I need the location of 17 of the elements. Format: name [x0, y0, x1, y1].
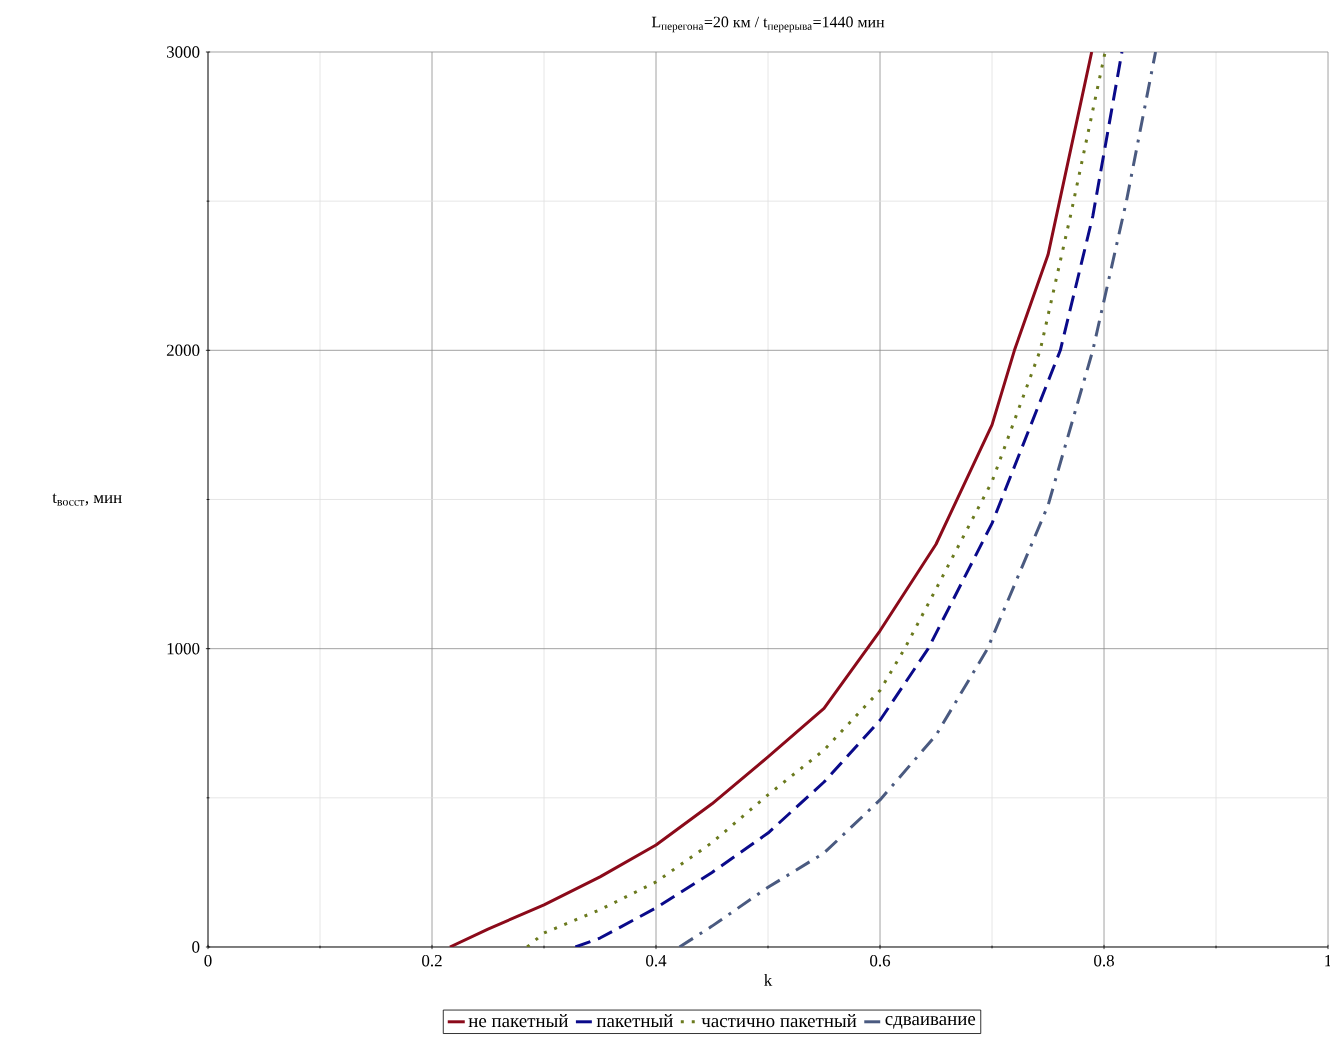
legend-label: частично пакетный	[701, 1014, 857, 1028]
x-tick-label: 0.6	[870, 954, 891, 967]
y-tick-label: 2000	[166, 344, 200, 357]
y-tick-label: 3000	[166, 46, 200, 58]
y-tick-label: 0	[192, 941, 200, 953]
line-series	[678, 51, 1158, 947]
y-axis-title: t$_{восст}$, мин	[52, 493, 122, 506]
x-tick-label: 0.2	[422, 954, 442, 967]
x-tick-label: 0	[204, 954, 212, 967]
x-axis-title: k	[764, 973, 773, 986]
legend-label: не пакетный	[468, 1014, 568, 1028]
legend-label: сдваивание	[885, 1016, 976, 1029]
x-tick-label: 0.8	[1094, 954, 1114, 967]
legend-label: пакетный	[596, 1014, 673, 1028]
x-tick-label: 0.4	[646, 954, 667, 967]
chart-title: L$_{перегона}$=20 км / t$_{перерыва}$=1440 мин	[651, 16, 885, 33]
y-tick-label: 1000	[167, 642, 200, 655]
